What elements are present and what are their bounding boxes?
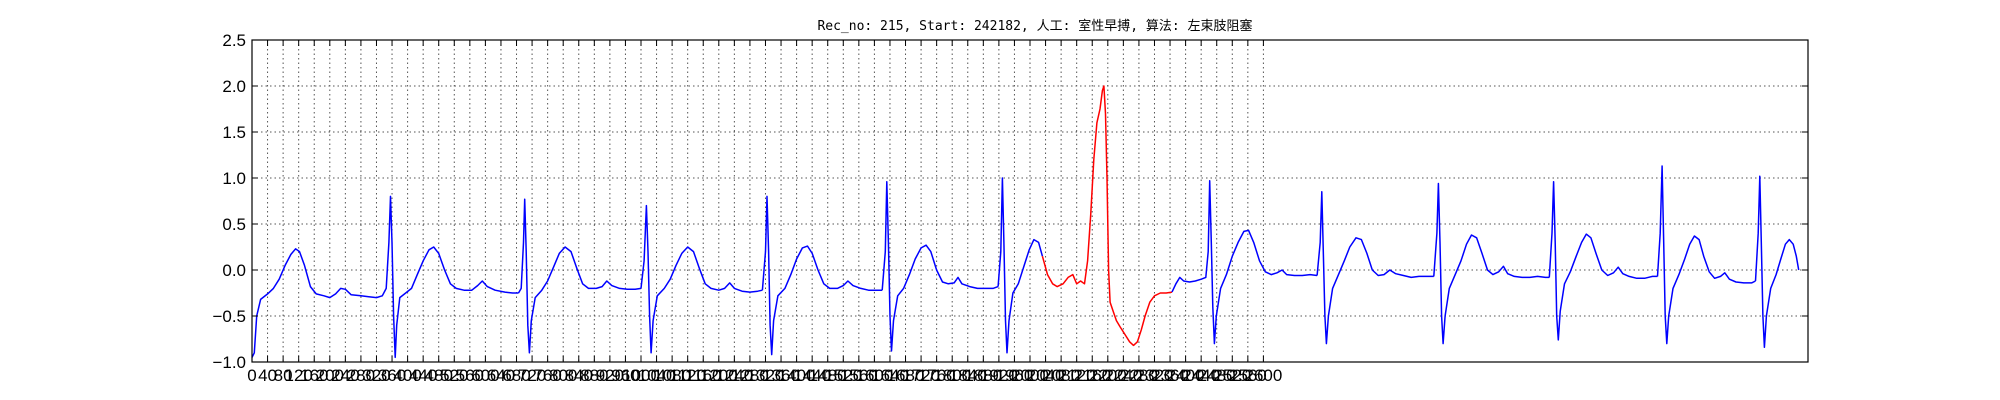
beat-line-11: [1656, 165, 1756, 345]
x-tick-label: 1600: [855, 366, 893, 385]
x-tick-label: 2600: [1244, 366, 1282, 385]
x-tick-label: 1320: [747, 366, 785, 385]
beat-line-12: [1754, 175, 1800, 349]
x-tick-label: 680: [502, 366, 530, 385]
x-tick-label: 160: [300, 366, 328, 385]
x-tick-label: 80: [274, 366, 293, 385]
x-tick-label: 400: [393, 366, 421, 385]
beat-line-3: [761, 195, 883, 356]
x-tick-label: 1520: [824, 366, 862, 385]
x-tick-label: 2000: [1011, 366, 1049, 385]
y-tick-label: −0.5: [212, 307, 246, 326]
x-tick-label: 0: [247, 366, 256, 385]
x-tick-label: 1960: [996, 366, 1034, 385]
x-tick-label: 1680: [887, 366, 925, 385]
x-tick-label: 1120: [669, 366, 706, 385]
x-tick-label: 2400: [1167, 366, 1205, 385]
x-tick-label: 1760: [918, 366, 956, 385]
beat-line-0: [251, 195, 519, 359]
x-tick-label: 1400: [778, 366, 816, 385]
x-tick-label: 1480: [809, 366, 847, 385]
x-tick-label: 440: [409, 366, 437, 385]
x-tick-label: 1040: [638, 366, 676, 385]
x-tick-label: 2160: [1073, 366, 1111, 385]
x-tick-label: 320: [362, 366, 390, 385]
highlighted-beat-line-6: [1041, 85, 1173, 347]
x-tick-label: 480: [425, 366, 453, 385]
x-tick-label: 2520: [1213, 366, 1251, 385]
x-tick-label: 800: [549, 366, 577, 385]
beat-line-10: [1548, 180, 1658, 341]
x-tick-label: 760: [533, 366, 561, 385]
x-tick-label: 1080: [653, 366, 691, 385]
y-tick-label: 1.5: [222, 123, 246, 142]
y-axis: 2.5 2.0 1.5 1.0 0.5 0.0 −0.5 −1.0: [212, 31, 1808, 372]
x-tick-label: 2200: [1089, 366, 1127, 385]
x-tick-label: 960: [611, 366, 639, 385]
y-tick-label: 2.5: [222, 31, 246, 50]
x-tick-label: 2280: [1120, 366, 1158, 385]
x-tick-label: 1800: [933, 366, 971, 385]
x-tick-label: 1840: [949, 366, 987, 385]
x-tick-label: 2360: [1151, 366, 1189, 385]
x-tick-label: 1000: [622, 366, 660, 385]
x-tick-label: 200: [316, 366, 344, 385]
beat-line-1: [517, 198, 642, 354]
x-tick-label: 280: [347, 366, 375, 385]
beat-line-2: [640, 204, 763, 354]
x-tick-label: 2120: [1058, 366, 1096, 385]
x-tick-label: 880: [580, 366, 608, 385]
x-tick-label: 1160: [685, 366, 722, 385]
beat-line-9: [1433, 182, 1550, 345]
x-tick-label: 1720: [902, 366, 940, 385]
beat-line-4: [881, 180, 999, 352]
x-tick-label: 40: [258, 366, 277, 385]
chart-title: Rec_no: 215, Start: 242182, 人工: 室性早搏, 算法…: [817, 18, 1252, 34]
x-tick-label: 1240: [715, 366, 753, 385]
x-tick-label: 640: [487, 366, 515, 385]
x-tick-label: 360: [378, 366, 406, 385]
x-tick-label: 560: [456, 366, 484, 385]
x-tick-label: 1560: [840, 366, 878, 385]
x-tick-label: 1440: [793, 366, 831, 385]
x-tick-label: 240: [331, 366, 359, 385]
x-tick-label: 120: [284, 366, 312, 385]
x-tick-label: 2440: [1182, 366, 1220, 385]
x-tick-label: 2320: [1136, 366, 1174, 385]
x-tick-label: 1280: [731, 366, 769, 385]
y-tick-label: −1.0: [212, 353, 246, 372]
x-tick-label: 2480: [1198, 366, 1236, 385]
x-tick-label: 2040: [1027, 366, 1065, 385]
x-tick-label: 1200: [700, 366, 738, 385]
y-tick-label: 2.0: [222, 77, 246, 96]
x-tick-label: 1360: [762, 366, 800, 385]
x-tick-label: 2080: [1042, 366, 1080, 385]
x-axis: 0 408012016020024028032036040044048052056…: [247, 40, 1282, 385]
ecg-series: [251, 85, 1800, 359]
x-tick-label: 600: [471, 366, 499, 385]
y-tick-label: 0.5: [222, 215, 246, 234]
y-tick-label: 1.0: [222, 169, 246, 188]
x-tick-label: 840: [565, 366, 593, 385]
beat-line-5: [997, 177, 1044, 354]
x-tick-label: 520: [440, 366, 468, 385]
x-tick-label: 1920: [980, 366, 1018, 385]
beat-line-8: [1316, 191, 1434, 345]
x-tick-label: 720: [518, 366, 546, 385]
beat-line-7: [1171, 180, 1318, 345]
x-tick-label: 920: [596, 366, 624, 385]
x-tick-label: 2240: [1104, 366, 1142, 385]
x-tick-label: 1880: [964, 366, 1002, 385]
x-tick-label: 2560: [1229, 366, 1267, 385]
x-tick-label: 1640: [871, 366, 909, 385]
y-tick-label: 0.0: [222, 261, 246, 280]
